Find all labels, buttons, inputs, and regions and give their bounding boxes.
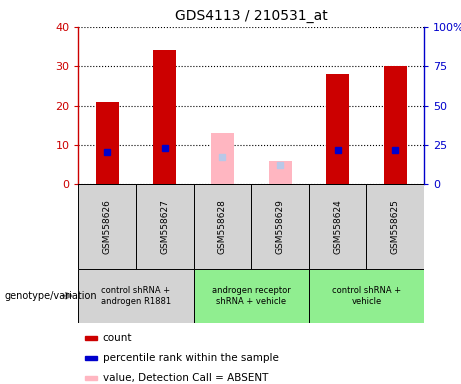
Bar <box>309 184 366 269</box>
Text: GSM558625: GSM558625 <box>391 199 400 254</box>
Text: androgen receptor
shRNA + vehicle: androgen receptor shRNA + vehicle <box>212 286 290 306</box>
Text: count: count <box>102 333 132 343</box>
Bar <box>78 269 194 323</box>
Bar <box>85 356 97 360</box>
Bar <box>85 376 97 381</box>
Bar <box>85 336 97 340</box>
Text: percentile rank within the sample: percentile rank within the sample <box>102 353 278 363</box>
Bar <box>136 184 194 269</box>
Bar <box>309 269 424 323</box>
Text: control shRNA +
vehicle: control shRNA + vehicle <box>332 286 401 306</box>
Text: GSM558626: GSM558626 <box>103 199 112 254</box>
Bar <box>153 50 176 184</box>
Bar <box>194 269 309 323</box>
Bar <box>268 161 291 184</box>
Bar <box>78 184 136 269</box>
Text: GSM558628: GSM558628 <box>218 199 227 254</box>
Bar <box>194 184 251 269</box>
Text: GSM558624: GSM558624 <box>333 199 342 254</box>
Text: genotype/variation: genotype/variation <box>5 291 97 301</box>
Text: value, Detection Call = ABSENT: value, Detection Call = ABSENT <box>102 373 268 383</box>
Bar <box>251 184 309 269</box>
Bar <box>211 133 234 184</box>
Bar <box>366 184 424 269</box>
Bar <box>326 74 349 184</box>
Bar <box>96 102 118 184</box>
Title: GDS4113 / 210531_at: GDS4113 / 210531_at <box>175 9 328 23</box>
Text: control shRNA +
androgen R1881: control shRNA + androgen R1881 <box>101 286 171 306</box>
Bar <box>384 66 407 184</box>
Text: GSM558627: GSM558627 <box>160 199 169 254</box>
Text: GSM558629: GSM558629 <box>276 199 284 254</box>
